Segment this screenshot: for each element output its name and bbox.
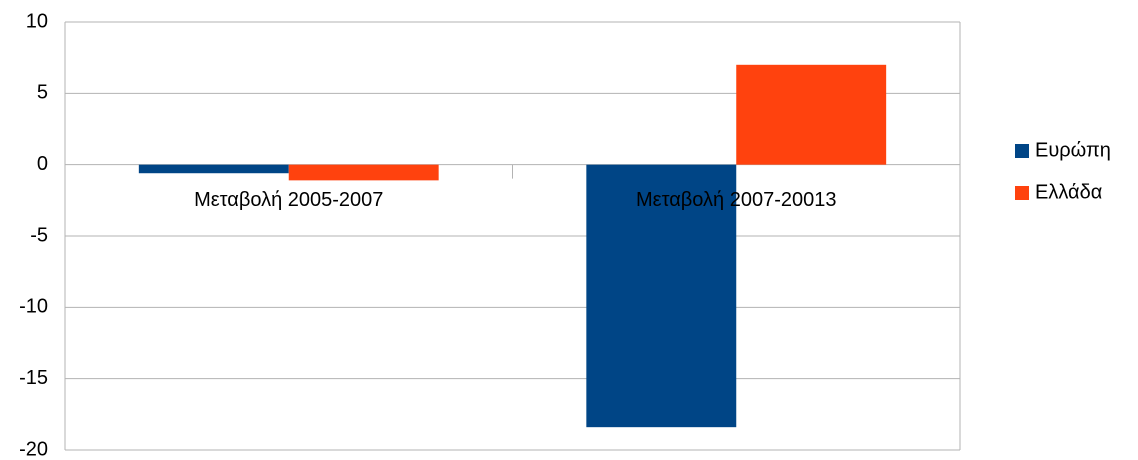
x-tick-label: Μεταβολή 2005-2007 bbox=[194, 189, 383, 211]
y-tick-label: 0 bbox=[37, 153, 48, 175]
legend-label: Ελλάδα bbox=[1035, 181, 1102, 203]
bar bbox=[586, 164, 737, 428]
legend-swatch bbox=[1015, 186, 1029, 200]
y-tick-label: -15 bbox=[19, 367, 48, 389]
bar bbox=[288, 164, 439, 181]
legend-label: Ευρώπη bbox=[1035, 139, 1111, 161]
y-tick-label: -5 bbox=[30, 224, 48, 246]
bar bbox=[736, 64, 887, 165]
bar bbox=[138, 164, 289, 174]
legend-swatch bbox=[1015, 144, 1029, 158]
y-tick-label: 10 bbox=[26, 10, 48, 32]
x-tick-label: Μεταβολή 2007-20013 bbox=[636, 189, 836, 211]
y-tick-label: 5 bbox=[37, 82, 48, 104]
y-tick-label: -20 bbox=[19, 438, 48, 460]
y-tick-label: -10 bbox=[19, 296, 48, 318]
